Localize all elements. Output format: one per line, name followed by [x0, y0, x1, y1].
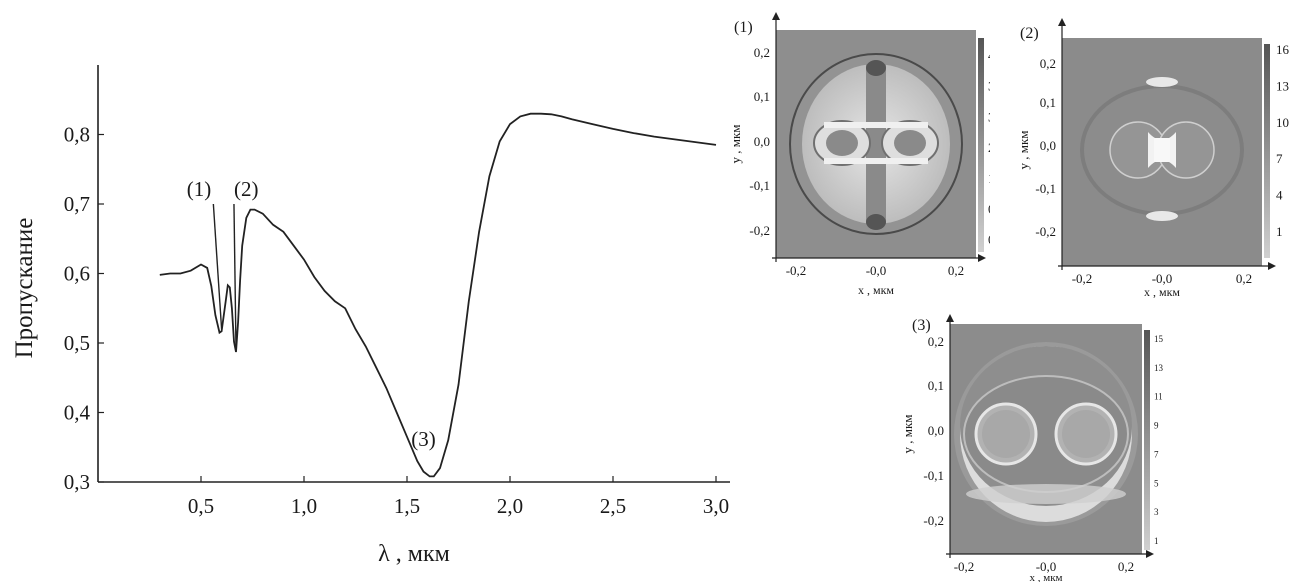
y-axis-label: y , мкм: [900, 414, 915, 453]
heatmap-pattern: [1080, 77, 1244, 221]
annotation-label: (1): [187, 177, 212, 201]
y-tick: -0,1: [749, 178, 770, 193]
colorbar-tick-label: 4: [1276, 188, 1283, 203]
colorbar-tick-label: 1,6: [988, 171, 990, 186]
colorbar-tick-label: 1: [1276, 224, 1283, 239]
colorbar-tick-label: 3,7: [988, 79, 990, 94]
y-tick: 0,2: [1040, 56, 1056, 71]
y-tick: 0,0: [754, 134, 770, 149]
colorbar-tick-label: 3: [1154, 507, 1159, 517]
x-tick-label: 1,5: [394, 494, 420, 518]
y-ticks: 0,3 0,4 0,5 0,6 0,7 0,8: [64, 123, 104, 494]
colorbar-tick-label: 13: [1276, 78, 1289, 93]
x-tick: -0,2: [786, 263, 807, 278]
x-tick-label: 1,0: [291, 494, 317, 518]
colorbar-tick-label: 7: [1154, 449, 1159, 459]
colorbar-tick-label: 1: [1154, 536, 1159, 546]
x-tick: -0,0: [1036, 559, 1057, 574]
colorbar: [1144, 330, 1150, 550]
y-tick-label: 0,5: [64, 331, 90, 355]
x-tick: 0,2: [1118, 559, 1134, 574]
colorbar: [978, 38, 984, 252]
heatmap-pattern: [954, 342, 1138, 526]
y-tick-label: 0,4: [64, 401, 91, 425]
colorbar-tick-label: 15: [1154, 334, 1164, 344]
annotation-leader-line: [233, 203, 237, 350]
heatmap-pattern: [789, 53, 963, 235]
y-tick: -0,2: [923, 513, 944, 528]
x-tick: -0,0: [866, 263, 887, 278]
panel-label-1: (1): [734, 19, 753, 36]
y-tick-label: 0,6: [64, 262, 90, 286]
field-map-1: (1) 0,2 0,1 0,0 -0,1 -0,2 y , мкм -0,2 -…: [728, 10, 990, 300]
y-tick: 0,0: [928, 423, 944, 438]
x-tick-label: 0,5: [188, 494, 214, 518]
colorbar-tick-label: 4,4: [988, 48, 990, 63]
annotation-leader-line: [212, 203, 223, 330]
x-axis-label: λ , мкм: [378, 541, 450, 567]
colorbar-tick-label: 5: [1154, 478, 1159, 488]
y-tick: 0,0: [1040, 138, 1056, 153]
x-ticks: 0,5 1,0 1,5 2,0 2,5 3,0: [188, 476, 729, 518]
colorbar-tick-label: 16: [1276, 42, 1290, 57]
y-tick: 0,1: [754, 89, 770, 104]
colorbar-tick-label: 0,9: [988, 201, 990, 216]
y-tick: -0,2: [749, 223, 770, 238]
colorbar-tick-label: 11: [1154, 392, 1163, 402]
x-axis-label: x , мкм: [858, 283, 894, 297]
colorbar-tick-label: 0,2: [988, 232, 990, 247]
y-tick: 0,1: [1040, 95, 1056, 110]
x-tick: -0,2: [954, 559, 975, 574]
x-tick-label: 3,0: [703, 494, 729, 518]
y-tick: 0,2: [754, 45, 770, 60]
x-tick: 0,2: [948, 263, 964, 278]
field-map-2: (2) 0,2 0,1 0,0 -0,1 -0,2 y , мкм -0,2 -…: [1018, 10, 1297, 300]
y-tick: -0,2: [1035, 224, 1056, 239]
panel-label-2: (2): [1020, 25, 1039, 42]
y-axis-label: Пропускание: [11, 218, 38, 359]
y-tick-label: 0,8: [64, 123, 90, 147]
x-axis-label: x , мкм: [1144, 285, 1180, 299]
x-tick: 0,2: [1236, 271, 1252, 286]
colorbar-tick-label: 3,0: [988, 109, 990, 124]
field-map-3: (3) 0,2 0,1 0,0 -0,1 -0,2 y , мкм -0,2 -…: [900, 308, 1170, 582]
annotation-label: (2): [234, 177, 259, 201]
panel-label-3: (3): [912, 317, 931, 334]
x-axis-label: x , мкм: [1029, 572, 1062, 582]
colorbar-tick-label: 7: [1276, 151, 1283, 166]
colorbar-tick-label: 9: [1154, 421, 1159, 431]
y-tick-label: 0,3: [64, 470, 90, 494]
colorbar-tick-label: 10: [1276, 115, 1289, 130]
y-tick: 0,2: [928, 334, 944, 349]
x-tick: -0,0: [1152, 271, 1173, 286]
y-tick-label: 0,7: [64, 192, 90, 216]
annotation-label: (3): [411, 427, 436, 451]
colorbar-tick-label: 13: [1154, 363, 1164, 373]
y-axis-label: y , мкм: [1018, 130, 1031, 169]
x-tick: -0,2: [1072, 271, 1093, 286]
y-tick: -0,1: [923, 468, 944, 483]
annotations: (1) (2) (3): [187, 177, 436, 451]
transmission-series-line: [159, 112, 717, 478]
y-tick: 0,1: [928, 378, 944, 393]
colorbar-tick-label: 2,3: [988, 140, 990, 155]
y-tick: -0,1: [1035, 181, 1056, 196]
colorbar: [1264, 44, 1270, 258]
transmission-chart: 0,3 0,4 0,5 0,6 0,7 0,8 0,5 1,0 1,5 2,0 2,5 3,0 (1…: [11, 65, 730, 567]
x-tick-label: 2,0: [497, 494, 523, 518]
x-tick-label: 2,5: [600, 494, 626, 518]
y-axis-label: y , мкм: [728, 124, 743, 163]
